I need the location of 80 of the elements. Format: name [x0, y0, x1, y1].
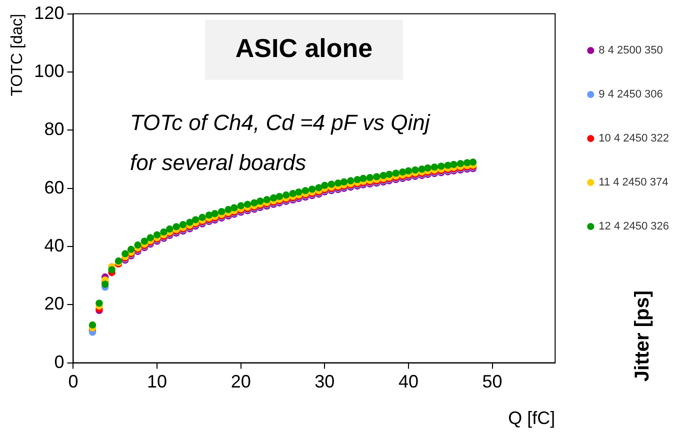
- point: [282, 191, 290, 199]
- x-axis-title: Q [fC]: [508, 408, 556, 428]
- point: [244, 200, 252, 208]
- point: [289, 190, 296, 198]
- point: [418, 166, 426, 173]
- y-tick-label: 20: [44, 294, 64, 314]
- point: [134, 241, 142, 249]
- point: [224, 206, 232, 214]
- point: [198, 214, 206, 221]
- point: [108, 266, 116, 274]
- point: [366, 174, 374, 182]
- point: [412, 166, 419, 174]
- point: [211, 210, 218, 218]
- legend-label: 11 4 2450 374: [598, 176, 668, 189]
- annotation: ASIC alone: [235, 32, 373, 63]
- x-tick-label: 20: [230, 372, 251, 392]
- point: [450, 160, 458, 168]
- legend-label: 12 4 2450 326: [598, 220, 670, 233]
- point: [263, 196, 270, 204]
- point: [360, 174, 367, 182]
- x-tick-label: 10: [147, 372, 168, 392]
- x-tick-label: 30: [314, 372, 335, 392]
- point: [122, 250, 129, 258]
- legend-label: 9 4 2450 306: [598, 88, 663, 101]
- point: [140, 238, 148, 245]
- x-tick-label: 50: [482, 372, 502, 392]
- point: [315, 184, 322, 192]
- point: [444, 162, 452, 169]
- point: [321, 182, 328, 189]
- annotation: TOTc of Ch4, Cd =4 pF vs Qinj for several boards: [130, 110, 431, 176]
- point: [354, 176, 361, 184]
- point: [250, 199, 258, 206]
- point: [256, 197, 264, 205]
- point: [160, 228, 168, 236]
- point: [424, 164, 432, 172]
- y-tick-label: 40: [44, 235, 64, 256]
- point: [392, 170, 400, 177]
- point: [230, 204, 238, 212]
- y-tick-label: 0: [54, 352, 64, 372]
- point: [237, 202, 244, 210]
- point: [373, 173, 380, 180]
- point: [328, 180, 335, 188]
- point: [127, 246, 135, 253]
- point: [302, 187, 309, 194]
- point: [295, 188, 302, 196]
- point: [276, 192, 284, 200]
- point: [430, 163, 438, 171]
- point: [438, 162, 445, 170]
- point: [380, 172, 387, 180]
- y-tick-label: 100: [34, 60, 64, 81]
- x-tick-label: 40: [398, 372, 418, 392]
- point: [205, 211, 213, 219]
- point: [101, 280, 109, 288]
- point: [166, 225, 174, 233]
- point: [347, 177, 354, 184]
- point: [179, 221, 187, 228]
- text: Jitter [ps]: [632, 290, 654, 382]
- point: [386, 170, 393, 178]
- legend-label: 10 4 2450 322: [598, 132, 670, 145]
- point: [340, 178, 348, 186]
- point: [218, 208, 226, 216]
- y-tick-label: 120: [34, 2, 64, 23]
- point: [192, 216, 200, 224]
- y-tick-label: 60: [44, 177, 64, 198]
- point: [308, 186, 316, 193]
- point: [153, 231, 161, 238]
- point: [172, 223, 180, 230]
- y-tick-label: 80: [44, 119, 64, 140]
- point: [469, 158, 477, 166]
- point: [146, 234, 154, 242]
- point: [456, 160, 464, 168]
- legend-label: 8 4 2500 350: [598, 44, 663, 57]
- point: [186, 218, 194, 226]
- x-tick-label: 0: [68, 372, 78, 392]
- point: [404, 167, 412, 174]
- point: [96, 300, 103, 307]
- point: [88, 321, 96, 329]
- y-axis-title: TOTC [dac]: [9, 14, 26, 96]
- point: [270, 194, 278, 202]
- point: [334, 179, 342, 187]
